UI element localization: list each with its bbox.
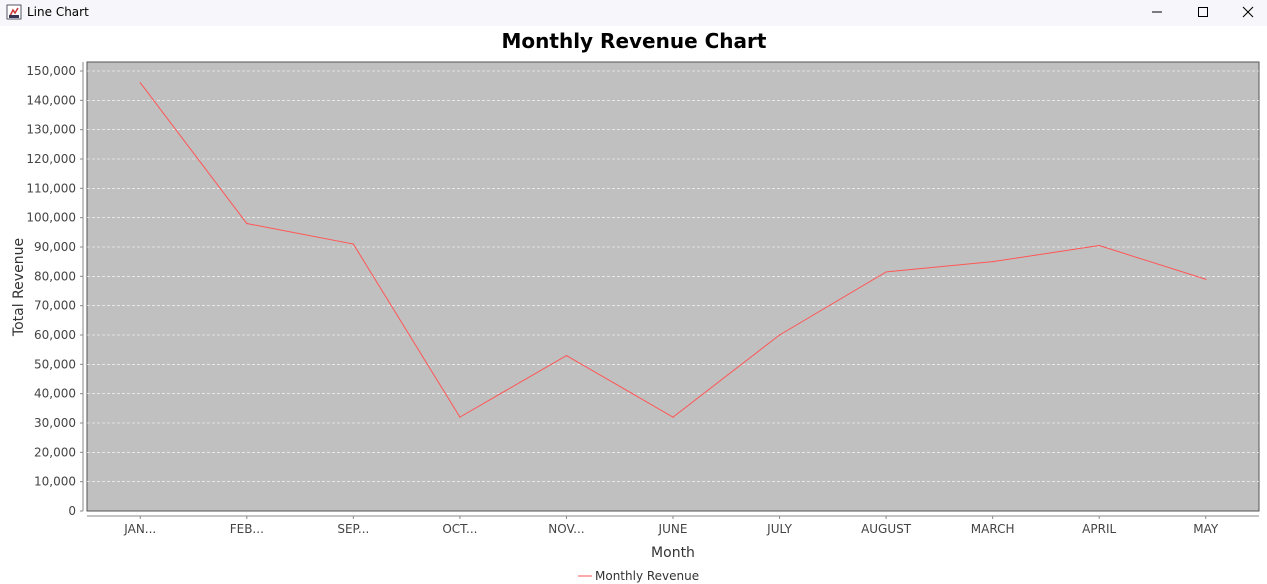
- x-tick-label: SEP...: [337, 522, 369, 536]
- maximize-button[interactable]: [1180, 0, 1226, 24]
- y-axis: 0 10,000 20,000 30,000 40,000 50,000 60,000 70,…: [26, 62, 84, 518]
- y-tick-label: 100,000: [26, 211, 76, 225]
- plot-background: [86, 61, 1260, 512]
- y-tick-label: 10,000: [34, 475, 76, 489]
- data-point: [246, 222, 248, 225]
- y-tick-label: 90,000: [34, 240, 76, 254]
- x-tick-label: JUNE: [658, 522, 688, 536]
- y-tick-label: 150,000: [26, 64, 76, 78]
- x-tick-label: MAY: [1193, 522, 1219, 536]
- close-icon: [1242, 6, 1254, 18]
- data-point: [565, 354, 568, 357]
- y-tick-label: 50,000: [34, 357, 76, 371]
- y-tick-label: 60,000: [34, 328, 76, 342]
- data-point: [778, 334, 781, 336]
- grid-lines: [87, 70, 1259, 482]
- minimize-button[interactable]: [1134, 0, 1180, 24]
- chart-title: Monthly Revenue Chart: [502, 29, 767, 53]
- y-tick-label: 110,000: [26, 181, 76, 195]
- data-point: [352, 243, 354, 245]
- x-tick-label: NOV...: [548, 522, 584, 536]
- x-tick-label: AUGUST: [861, 522, 912, 536]
- title-bar[interactable]: Line Chart: [0, 0, 1267, 26]
- series-layer: [139, 82, 1207, 418]
- x-tick-label: JULY: [766, 522, 792, 536]
- data-point: [885, 271, 887, 273]
- legend-label: Monthly Revenue: [595, 569, 699, 583]
- x-axis: JAN... FEB... SEP... OCT... NOV... JUNE JULY AU…: [87, 515, 1259, 536]
- y-tick-label: 120,000: [26, 152, 76, 166]
- x-tick-label: FEB...: [230, 522, 264, 536]
- y-tick-label: 40,000: [34, 387, 76, 401]
- x-tick-label: APRIL: [1082, 522, 1116, 536]
- series: [139, 82, 1207, 418]
- data-point: [139, 82, 141, 84]
- y-tick-label: 140,000: [26, 93, 76, 107]
- chart-area: Monthly Revenue Chart 0 10,000 20,000 30,00…: [0, 26, 1267, 584]
- maximize-icon: [1198, 7, 1208, 17]
- y-tick-label: 80,000: [34, 269, 76, 283]
- x-tick-label: JAN...: [123, 522, 156, 536]
- y-tick-label: 130,000: [26, 123, 76, 137]
- minimize-icon: [1152, 11, 1162, 13]
- y-tick-label: 30,000: [34, 416, 76, 430]
- data-point: [992, 261, 994, 263]
- window-title: Line Chart: [27, 5, 89, 19]
- x-tick-label: MARCH: [971, 522, 1015, 536]
- data-point: [459, 416, 461, 418]
- data-point: [1205, 278, 1207, 280]
- y-axis-label: Total Revenue: [11, 238, 27, 337]
- y-tick-label: 70,000: [34, 299, 76, 313]
- y-tick-label: 0: [68, 504, 76, 518]
- legend: Monthly Revenue: [578, 569, 699, 583]
- y-tick-label: 20,000: [34, 445, 76, 459]
- x-axis-label: Month: [651, 545, 695, 561]
- java-cup-icon: [6, 4, 22, 20]
- data-point: [1098, 244, 1100, 247]
- close-button[interactable]: [1225, 0, 1267, 24]
- x-tick-label: OCT...: [442, 522, 477, 536]
- data-point: [672, 416, 674, 418]
- line-chart: Monthly Revenue Chart 0 10,000 20,000 30,00…: [11, 29, 1260, 583]
